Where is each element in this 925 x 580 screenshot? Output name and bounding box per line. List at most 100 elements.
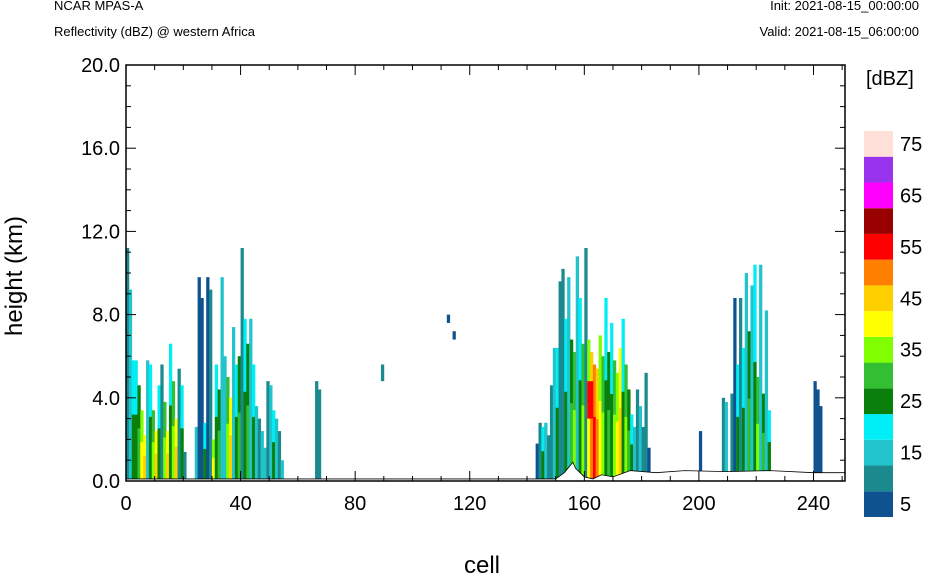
reflectivity-column-87 [633,426,637,481]
y-tick-label: 4.0 [92,388,120,410]
reflectivity-column-21 [197,277,201,481]
x-tick-label: 240 [797,493,830,515]
reflectivity-column-39 [249,318,253,481]
reflectivity-cells [126,248,823,481]
colorbar-swatch [864,362,893,389]
reflectivity-cell-1 [446,314,451,323]
x-tick-label: 80 [344,493,366,515]
reflectivity-core-15 [171,426,176,481]
colorbar-label: 35 [900,340,922,362]
reflectivity-core-32 [229,435,233,481]
reflectivity-core-81 [615,421,620,481]
reflectivity-core-34 [234,416,239,481]
reflectivity-column-30 [223,356,227,481]
reflectivity-core-71 [587,403,591,481]
colorbar-swatch [864,233,893,260]
colorbar-swatch [864,336,893,363]
reflectivity-core-68 [578,380,582,481]
colorbar-swatch [864,491,893,517]
reflectivity-core-75 [598,400,602,481]
reflectivity-column-43 [260,431,264,481]
reflectivity-column-6 [146,360,150,481]
reflectivity-core-79 [610,394,614,481]
reflectivity-core-98 [736,416,740,481]
reflectivity-column-11 [160,364,164,481]
reflectivity-column-64 [567,277,571,481]
reflectivity-column-62 [561,268,565,481]
y-tick-label: 8.0 [92,305,120,327]
reflectivity-core-5 [143,455,147,481]
reflectivity-column-70 [584,248,588,481]
reflectivity-column-17 [177,368,181,481]
reflectivity-cell-3 [587,381,594,419]
reflectivity-core-13 [166,453,170,481]
reflectivity-core-80 [612,414,617,481]
reflectivity-column-94 [721,397,726,481]
reflectivity-core-28 [217,430,221,481]
reflectivity-core-14 [168,405,173,481]
colorbar-label: 55 [900,237,922,259]
reflectivity-column-24 [206,277,210,481]
reflectivity-column-88 [635,389,640,481]
reflectivity-column-97 [733,297,737,481]
y-tick-label: 20.0 [81,55,120,77]
reflectivity-core-7 [148,416,153,481]
reflectivity-column-41 [254,406,259,481]
reflectivity-core-107 [761,432,766,481]
reflectivity-column-53 [535,443,539,481]
field-description: Reflectivity (dBZ) @ western Africa [54,24,256,39]
reflectivity-column-19 [183,451,187,481]
reflectivity-core-102 [747,398,751,481]
reflectivity-column-50 [280,460,284,481]
reflectivity-column-61 [558,281,562,481]
reflectivity-core-66 [572,410,577,481]
reflectivity-column-22 [200,297,204,481]
colorbar-label: 65 [900,185,922,207]
colorbar-swatch [864,259,893,286]
colorbar-title: [dBZ] [866,68,914,90]
reflectivity-column-20 [194,426,199,481]
model-name: NCAR MPAS-A [54,0,144,13]
colorbar-swatch [864,285,893,312]
reflectivity-column-48 [274,418,279,481]
x-axis-ticks: 0 40 80 120 160 200 240 [120,65,843,515]
reflectivity-column-112 [819,406,823,481]
reflectivity-core-8 [151,442,156,481]
reflectivity-column-89 [638,406,643,481]
reflectivity-core-47 [272,442,276,481]
reflectivity-column-29 [220,277,224,481]
reflectivity-core-100 [741,407,746,481]
colorbar-label: 75 [900,134,922,156]
reflectivity-core-9 [154,453,158,481]
y-tick-label: 0.0 [92,471,120,493]
reflectivity-core-3 [137,428,141,481]
reflectivity-column-106 [759,264,763,481]
reflectivity-core-85 [627,430,631,481]
reflectivity-core-31 [226,423,230,481]
reflectivity-column-90 [641,426,645,481]
init-time: Init: 2021-08-15_00:00:00 [770,0,919,13]
colorbar-label: 45 [900,288,922,310]
reflectivity-column-45 [266,381,270,481]
reflectivity-core-63 [564,391,568,481]
y-tick-label: 12.0 [81,221,120,243]
valid-time: Valid: 2021-08-15_06:00:00 [759,24,920,39]
x-tick-label: 40 [229,493,251,515]
reflectivity-core-26 [211,458,216,481]
reflectivity-core-16 [174,446,178,481]
reflectivity-column-92 [647,447,651,481]
reflectivity-core-12 [163,437,167,481]
y-axis-title: height (km) [1,215,28,337]
reflectivity-column-99 [739,297,743,481]
y-tick-label: 16.0 [81,138,120,160]
reflectivity-core-38 [246,405,250,481]
colorbar-swatch [864,388,893,415]
colorbar-swatch [864,156,893,183]
reflectivity-core-76 [601,412,605,481]
reflectivity-column-36 [240,248,244,481]
reflectivity-column-0 [126,248,130,481]
reflectivity-cell-0 [380,364,385,382]
reflectivity-core-82 [618,407,622,481]
reflectivity-core-109 [767,442,771,481]
